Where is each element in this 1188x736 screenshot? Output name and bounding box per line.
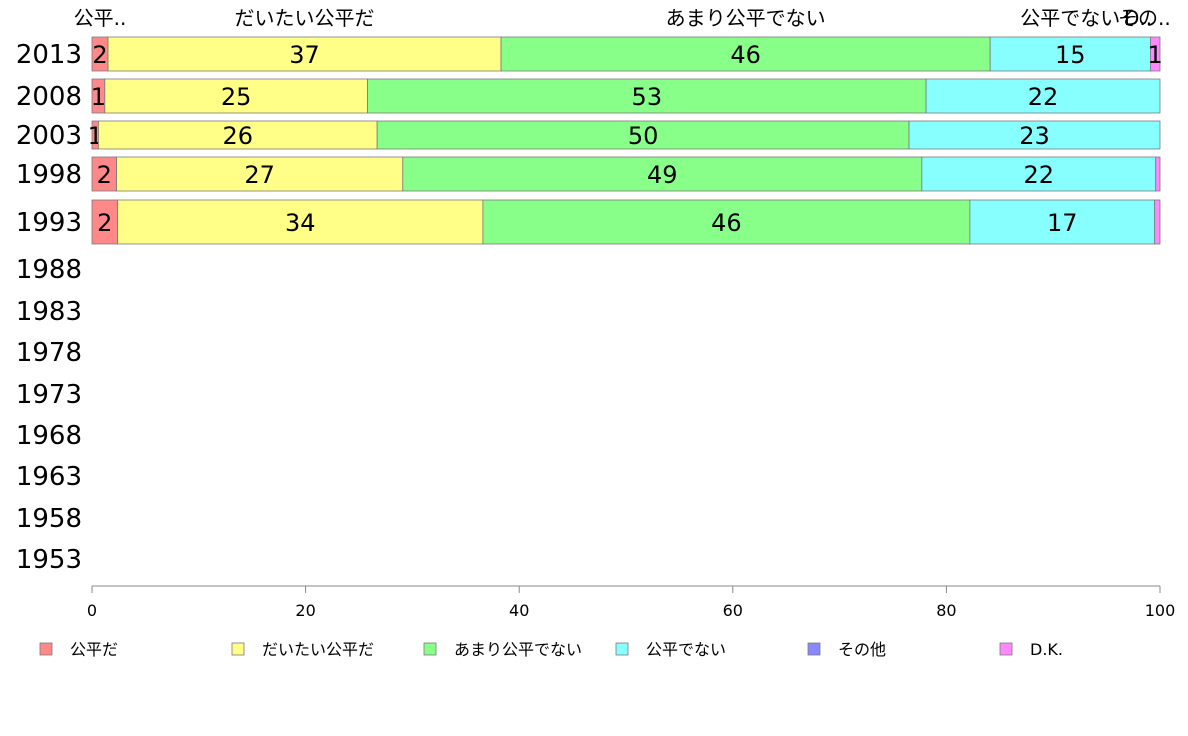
year-label-1963: 1963 [16,462,82,492]
bar-1993-series-3 [969,199,1156,245]
data-label-2013-series-0: 2 [92,41,107,69]
data-label-2013-series-1: 37 [289,41,320,69]
bar-1993-series-1 [117,199,484,245]
top-label-3: 公平でない [1020,6,1120,30]
bar-2003-series-2 [376,120,910,150]
top-label-4: その.. [1118,6,1171,30]
year-label-1968: 1968 [16,421,82,451]
legend-label-2: あまり公平でない [454,640,582,659]
data-label-1993-series-0: 2 [97,209,112,237]
legend-label-1: だいたい公平だ [262,640,374,659]
x-tick-label-0: 0 [87,601,97,620]
data-label-1993-series-2: 46 [711,209,742,237]
x-tick-label-60: 60 [723,601,743,620]
bar-2013-series-5 [1149,36,1161,72]
legend-swatch-1 [231,642,245,656]
data-label-1993-series-1: 34 [285,209,316,237]
bar-1998-series-5 [1155,156,1161,192]
data-label-2003-series-1: 26 [223,122,254,150]
data-label-1998-series-0: 2 [97,161,112,189]
legend-swatch-0 [39,642,53,656]
legend: 公平だ だいたい公平だ あまり公平でない 公平でない その他 D.K. [39,640,1063,659]
data-label-1998-series-3: 22 [1024,161,1055,189]
data-label-2013-series-5: 1 [1148,41,1163,69]
top-label-1: だいたい公平だ [235,6,375,30]
bar-1993-series-5 [1154,199,1161,245]
bar-1998-series-3 [921,156,1157,192]
year-labels: 2013 2008 2003 1998 1993 1988 1983 1978 1973 1968… [16,40,82,575]
year-label-1958: 1958 [16,504,82,534]
data-label-2013-series-3: 15 [1055,41,1086,69]
bar-1998-series-2 [402,156,923,192]
top-label-0: 公平.. [74,6,127,30]
bar-1998-series-1 [116,156,404,192]
data-label-2003-series-3: 23 [1019,122,1050,150]
x-tick-label-100: 100 [1145,601,1176,620]
year-label-1993: 1993 [16,208,82,238]
year-label-2013: 2013 [16,40,82,70]
legend-label-4: その他 [838,640,886,659]
x-tick-label-20: 20 [295,601,315,620]
data-label-1998-series-1: 27 [244,161,275,189]
bar-2003-series-1 [98,120,378,150]
bar-2008-series-1 [104,78,368,114]
data-label-2008-series-2: 53 [632,83,663,111]
data-label-1993-series-3: 17 [1047,209,1078,237]
year-label-1998: 1998 [16,160,82,190]
year-label-2008: 2008 [16,82,82,112]
legend-swatch-3 [615,642,629,656]
year-label-2003: 2003 [16,121,82,151]
bar-2013-series-1 [107,36,502,72]
legend-label-3: 公平でない [646,640,726,659]
bar-2003-series-3 [908,120,1161,150]
x-tick-label-40: 40 [509,601,529,620]
top-label-5: D.. [1124,6,1152,30]
bar-1998-series-0 [91,156,117,192]
data-label-2003-series-2: 50 [628,122,659,150]
legend-swatch-2 [423,642,437,656]
legend-label-0: 公平だ [70,640,118,659]
data-label-2013-series-2: 46 [730,41,761,69]
year-label-1973: 1973 [16,380,82,410]
top-label-2: あまり公平でない [666,6,826,30]
bar-2008-series-2 [367,78,927,114]
year-label-1953: 1953 [16,545,82,575]
x-tick-label-80: 80 [936,601,956,620]
data-label-2008-series-0: 1 [91,83,106,111]
year-label-1988: 1988 [16,255,82,285]
legend-label-5: D.K. [1030,640,1063,659]
legend-swatch-5 [999,642,1013,656]
data-label-2008-series-3: 22 [1028,83,1059,111]
year-label-1978: 1978 [16,338,82,368]
bars: 2 37 46 15 11 25 53 221 26 50 232 27 49 222 34 46 17 [88,36,1163,245]
data-label-1998-series-2: 49 [647,161,678,189]
legend-swatch-4 [807,642,821,656]
bar-1993-series-2 [482,199,971,245]
year-label-1983: 1983 [16,297,82,327]
bar-1993-series-0 [91,199,119,245]
x-axis: 0 20 40 60 80 100 [87,585,1176,620]
bar-2008-series-3 [925,78,1161,114]
data-label-2008-series-1: 25 [221,83,252,111]
